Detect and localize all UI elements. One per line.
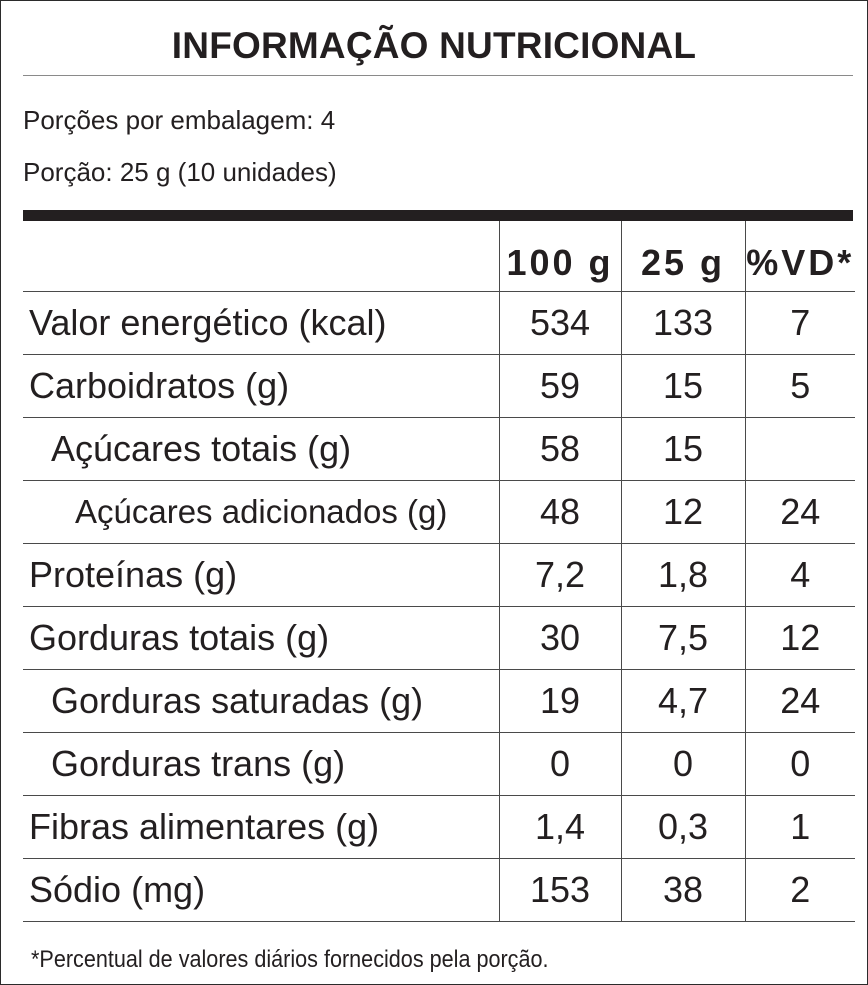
table-row: Açúcares adicionados (g) 48 12 24 [23,480,855,544]
nutrient-name: Gorduras totais (g) [23,606,499,670]
table-row: Gorduras totais (g) 30 7,5 12 [23,606,855,670]
header-vd: %VD* [744,221,855,292]
value-100g: 48 [498,480,621,544]
value-vd: 5 [744,354,855,418]
value-100g: 153 [498,858,621,922]
value-vd: 4 [744,543,855,607]
serving-size: Porção: 25 g (10 unidades) [23,157,337,187]
nutrition-table: 100 g 25 g %VD* Valor energético (kcal) … [23,221,855,922]
nutrient-name: Gorduras trans (g) [23,732,499,796]
table-row: Sódio (mg) 153 38 2 [23,858,855,922]
table-row: Açúcares totais (g) 58 15 [23,417,855,481]
value-100g: 0 [498,732,621,796]
nutrient-name: Gorduras saturadas (g) [23,669,499,733]
value-100g: 19 [498,669,621,733]
value-vd: 2 [744,858,855,922]
value-100g: 59 [498,354,621,418]
header-row: 100 g 25 g %VD* [23,221,855,292]
value-25g: 15 [620,354,745,418]
thick-divider [23,210,853,221]
nutrient-name: Sódio (mg) [23,858,499,922]
value-vd [744,417,855,481]
value-25g: 1,8 [620,543,745,607]
servings-per-package: Porções por embalagem: 4 [23,105,336,135]
value-vd: 24 [744,669,855,733]
title-divider [23,75,853,76]
value-100g: 58 [498,417,621,481]
table-row: Gorduras saturadas (g) 19 4,7 24 [23,669,855,733]
table-row: Fibras alimentares (g) 1,4 0,3 1 [23,795,855,859]
value-100g: 30 [498,606,621,670]
nutrient-name: Proteínas (g) [23,543,499,607]
value-25g: 38 [620,858,745,922]
value-100g: 534 [498,291,621,355]
footnote: *Percentual de valores diários fornecido… [31,946,549,973]
header-100g: 100 g [498,221,621,292]
nutrient-name: Carboidratos (g) [23,354,499,418]
value-25g: 133 [620,291,745,355]
header-25g: 25 g [620,221,745,292]
value-25g: 0,3 [620,795,745,859]
value-vd: 1 [744,795,855,859]
value-100g: 1,4 [498,795,621,859]
value-vd: 24 [744,480,855,544]
nutrient-name: Valor energético (kcal) [23,291,499,355]
table-row: Proteínas (g) 7,2 1,8 4 [23,543,855,607]
value-25g: 0 [620,732,745,796]
nutrient-name: Açúcares adicionados (g) [23,480,499,544]
value-25g: 7,5 [620,606,745,670]
header-blank [23,221,499,292]
value-vd: 7 [744,291,855,355]
value-vd: 12 [744,606,855,670]
value-25g: 4,7 [620,669,745,733]
table-row: Carboidratos (g) 59 15 5 [23,354,855,418]
table-row: Gorduras trans (g) 0 0 0 [23,732,855,796]
table-row: Valor energético (kcal) 534 133 7 [23,291,855,355]
value-25g: 12 [620,480,745,544]
nutrient-name: Açúcares totais (g) [23,417,499,481]
label-title: INFORMAÇÃO NUTRICIONAL [171,25,697,66]
value-100g: 7,2 [498,543,621,607]
nutrient-name: Fibras alimentares (g) [23,795,499,859]
value-25g: 15 [620,417,745,481]
value-vd: 0 [744,732,855,796]
